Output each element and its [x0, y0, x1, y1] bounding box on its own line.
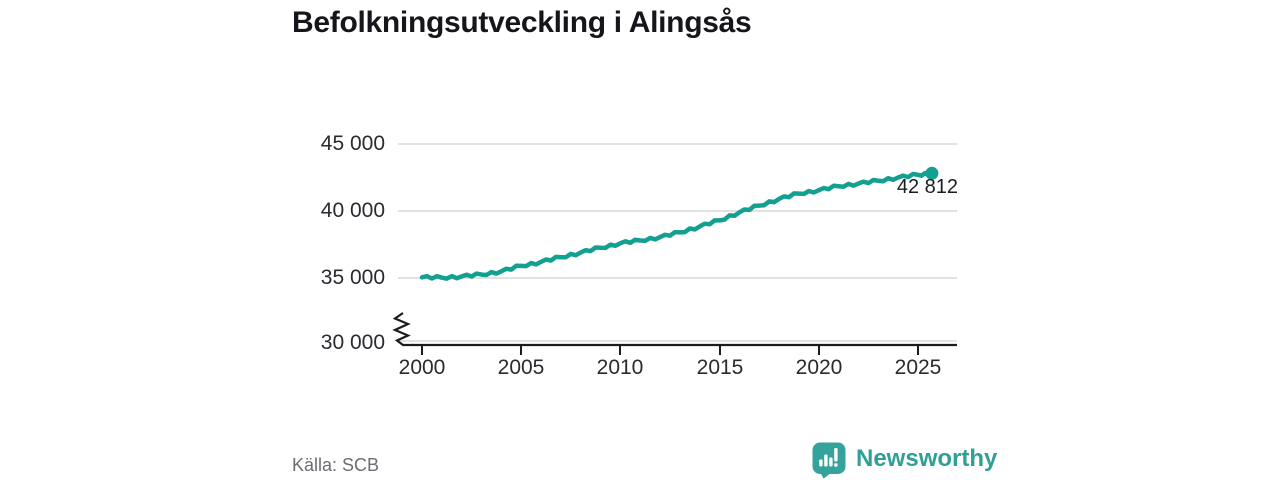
ytick-45000: 45 000	[320, 132, 385, 155]
latest-value-label: 42 812	[896, 176, 958, 198]
x-axis-ticks	[421, 345, 919, 355]
brand-name: Newsworthy	[856, 445, 998, 472]
population-line	[419, 170, 935, 281]
xtick-2020: 2020	[795, 356, 843, 379]
ytick-40000: 40 000	[320, 199, 385, 222]
source-attribution: Källa: SCB	[292, 455, 380, 475]
bar-chart-glyph	[819, 448, 838, 467]
ytick-35000: 35 000	[320, 266, 385, 289]
latest-value-dot	[925, 166, 939, 180]
xtick-2015: 2015	[696, 356, 744, 379]
xtick-2005: 2005	[497, 356, 545, 379]
xtick-2025: 2025	[894, 356, 942, 379]
xtick-2000: 2000	[398, 356, 446, 379]
x-axis-with-break-icon	[392, 312, 957, 347]
gridlines	[398, 143, 957, 342]
ytick-30000: 30 000	[320, 331, 385, 354]
xtick-2010: 2010	[596, 356, 644, 379]
newsworthy-logo: Newsworthy	[812, 442, 997, 479]
newsworthy-speech-bubble-icon	[812, 442, 846, 479]
chart-title: Befolkningsutveckling i Alingsås	[292, 6, 752, 39]
